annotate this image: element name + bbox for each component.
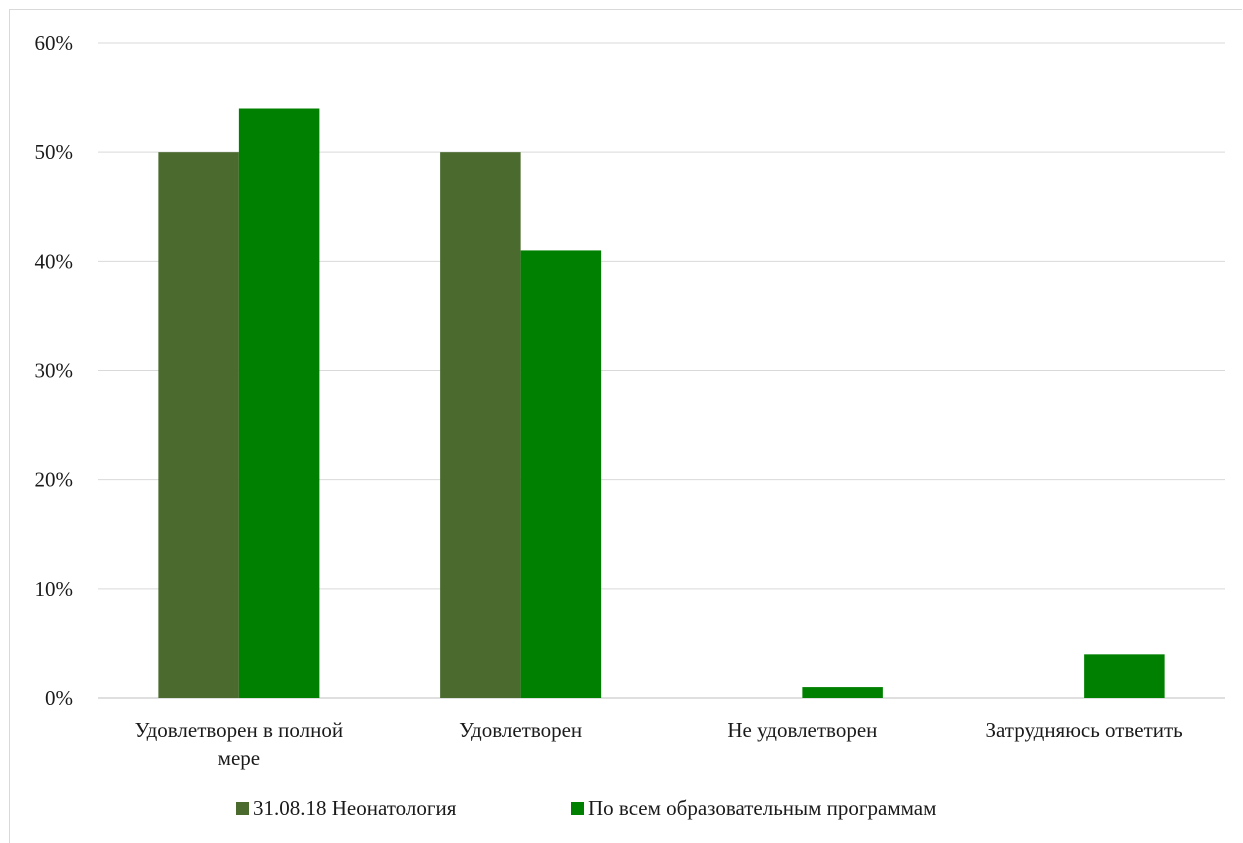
y-tick-label: 10% xyxy=(35,577,74,601)
bar xyxy=(440,152,521,698)
y-tick-label: 40% xyxy=(35,249,74,273)
y-tick-label: 50% xyxy=(35,140,74,164)
category-label: Затрудняюсь ответить xyxy=(986,718,1183,742)
bar xyxy=(802,687,883,698)
gridlines xyxy=(98,42,1225,699)
category-label: Не удовлетворен xyxy=(727,718,877,742)
y-tick-label: 30% xyxy=(35,359,74,383)
category-label: Удовлетворен в полной мере xyxy=(135,718,343,770)
legend-label: По всем образовательным программам xyxy=(588,796,936,820)
bar xyxy=(1084,654,1165,698)
legend-swatch xyxy=(236,802,249,815)
bar xyxy=(158,152,239,698)
legend-label: 31.08.18 Неонатология xyxy=(253,796,457,820)
y-tick-label: 0% xyxy=(45,686,73,710)
legend: 31.08.18 Неонатология По всем образовател… xyxy=(236,796,936,820)
y-tick-label: 20% xyxy=(35,468,74,492)
y-tick-label: 60% xyxy=(35,31,74,55)
bars xyxy=(158,108,1165,698)
bar xyxy=(238,108,320,698)
y-axis-ticks: 0% 10% 20% 30% 40% 50% 60% xyxy=(35,31,74,710)
bar xyxy=(520,250,602,698)
category-label: Удовлетворен xyxy=(459,718,582,742)
chart-frame xyxy=(9,9,1242,843)
x-axis-labels: Удовлетворен в полной мере Удовлетворен Не … xyxy=(135,718,1183,770)
legend-swatch xyxy=(571,802,584,815)
